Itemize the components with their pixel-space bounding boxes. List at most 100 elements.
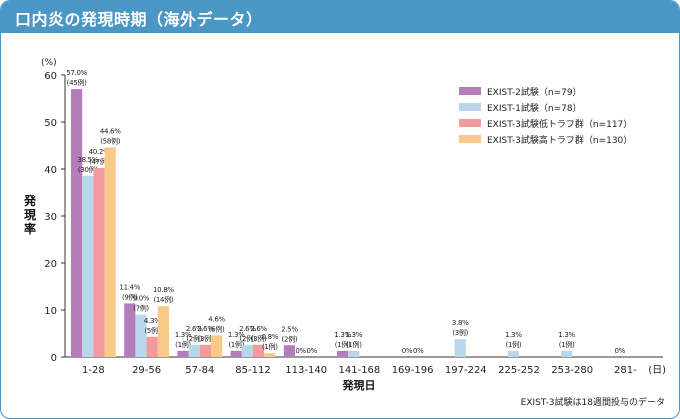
data-label: 1.3% <box>175 331 192 339</box>
data-label: (3例) <box>198 334 214 343</box>
legend-swatch <box>459 103 481 111</box>
bar <box>454 339 466 357</box>
data-label: (2例) <box>282 334 298 343</box>
legend-swatch <box>459 119 481 127</box>
data-label: (14例) <box>153 295 173 304</box>
legend-label: EXIST-1試験（n=78） <box>487 102 582 114</box>
bar <box>177 350 189 357</box>
data-label: 3.8% <box>452 319 469 327</box>
bar <box>211 335 223 357</box>
x-tick-label: 141-168 <box>339 365 381 376</box>
data-label: 0% <box>615 347 626 355</box>
data-label: 2.6% <box>239 325 256 333</box>
legend-label: EXIST-3試験高トラフ群（n=130） <box>487 134 632 146</box>
x-axis-unit: (日) <box>648 365 666 376</box>
panel-header: 口内炎の発現時期（海外データ） <box>1 1 679 33</box>
data-label: (9例) <box>122 292 138 301</box>
legend-swatch <box>459 87 481 95</box>
bar <box>253 344 265 357</box>
y-axis-unit: (%) <box>41 58 57 68</box>
data-label: 9.0% <box>133 295 150 303</box>
y-tick-label: 50 <box>44 118 57 129</box>
data-label: (1例) <box>175 340 191 349</box>
x-tick-label: 169-196 <box>392 365 434 376</box>
data-label: 0% <box>295 347 306 355</box>
data-label: 2.5% <box>281 325 298 333</box>
y-tick-label: 0 <box>51 353 57 364</box>
data-label: 2.6% <box>250 325 267 333</box>
bar <box>146 336 158 357</box>
y-tick-label: 20 <box>44 259 57 270</box>
x-tick-label: 29-56 <box>132 365 161 376</box>
data-label: 2.6% <box>197 325 214 333</box>
data-label: 38.5% <box>77 156 98 164</box>
data-label: (7例) <box>133 304 149 313</box>
y-tick-label: 40 <box>44 165 57 176</box>
x-axis-title: 発現日 <box>342 378 376 392</box>
x-tick-label: 281- <box>614 365 637 376</box>
bar <box>188 344 200 357</box>
data-label: (1例) <box>559 340 575 349</box>
bar <box>561 350 573 357</box>
bar <box>507 350 519 357</box>
data-label: (1例) <box>506 340 522 349</box>
data-label: 1.3% <box>505 331 522 339</box>
bar <box>135 314 147 357</box>
data-label: 0% <box>413 347 424 355</box>
bar <box>283 345 295 357</box>
data-label: (47例) <box>89 157 109 166</box>
data-label: (3例) <box>251 334 267 343</box>
data-label: 11.4% <box>119 283 140 291</box>
footnote: EXIST-3試験は18週間投与のデータ <box>520 398 665 408</box>
bar <box>82 176 94 357</box>
data-label: 2.6% <box>186 325 203 333</box>
legend-swatch <box>459 135 481 143</box>
bar <box>104 147 116 357</box>
x-tick-label: 85-112 <box>235 365 270 376</box>
y-tick-label: 10 <box>44 306 57 317</box>
bar <box>93 168 105 357</box>
data-label: 40.2% <box>89 148 110 156</box>
data-label: 1.3% <box>334 331 351 339</box>
data-label: (6例) <box>209 324 225 333</box>
data-label: 1.3% <box>346 331 363 339</box>
y-axis-title-char: 率 <box>24 221 36 236</box>
bar <box>199 344 211 357</box>
data-label: (2例) <box>240 334 256 343</box>
x-tick-label: 197-224 <box>445 365 487 376</box>
data-label: 0% <box>402 347 413 355</box>
data-label: 57.0% <box>66 69 87 77</box>
x-tick-label: 57-84 <box>185 365 214 376</box>
data-label: 44.6% <box>100 127 121 135</box>
x-tick-label: 113-140 <box>285 365 327 376</box>
bar <box>124 303 136 357</box>
data-label: (58例) <box>100 136 120 145</box>
y-tick-label: 60 <box>44 71 57 82</box>
data-label: (1例) <box>346 340 362 349</box>
legend-label: EXIST-2試験（n=79） <box>487 86 582 98</box>
x-tick-label: 225-252 <box>498 365 540 376</box>
legend-label: EXIST-3試験低トラフ群（n=117） <box>487 118 632 130</box>
data-label: (2例) <box>186 334 202 343</box>
x-tick-label: 253-280 <box>551 365 593 376</box>
bar <box>230 350 242 357</box>
x-tick-label: 1-28 <box>82 365 105 376</box>
data-label: (30例) <box>78 165 98 174</box>
data-label: 4.6% <box>208 315 225 323</box>
data-label: 10.8% <box>153 286 174 294</box>
bar <box>337 350 349 357</box>
data-label: (1例) <box>335 340 351 349</box>
bar <box>348 350 360 357</box>
data-label: 4.3% <box>144 317 161 325</box>
data-label: (3例) <box>452 328 468 337</box>
y-axis-title-char: 現 <box>24 208 36 222</box>
bar <box>71 89 83 357</box>
panel-title: 口内炎の発現時期（海外データ） <box>15 10 263 29</box>
data-label: 1.3% <box>228 331 245 339</box>
bar <box>157 306 169 357</box>
data-label: (1例) <box>228 340 244 349</box>
data-label: 0.8% <box>262 333 279 341</box>
y-tick-label: 30 <box>44 212 57 223</box>
